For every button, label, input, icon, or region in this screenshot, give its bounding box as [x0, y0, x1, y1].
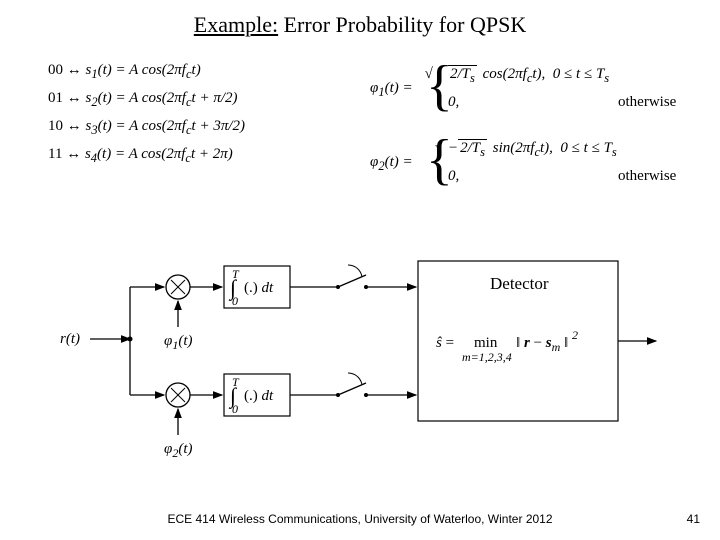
page-title: Example: Error Probability for QPSK [0, 12, 720, 38]
input-label: r(t) [60, 331, 80, 347]
phi1-label: φ1(t) [164, 333, 192, 352]
footer-text: ECE 414 Wireless Communications, Univers… [0, 512, 720, 526]
eq-s1: 00 ↔ s1(t) = A cos(2πfct) [48, 62, 245, 82]
phi2-label: φ2(t) [164, 441, 192, 460]
eq-s3: 10 ↔ s3(t) = A cos(2πfct + 3π/2) [48, 118, 245, 138]
sampler-2-arc [348, 373, 362, 385]
eq-s4: 11 ↔ s4(t) = A cos(2πfct + 2π) [48, 146, 245, 166]
correlator-diagram: r(t) φ1(t) T ∫ (.) dt 0 φ2(t) T ∫ (.) dt… [60, 255, 660, 485]
title-rest: Error Probability for QPSK [278, 12, 526, 37]
sampler-1-arc [348, 265, 362, 277]
eq-s2: 01 ↔ s2(t) = A cos(2πfct + π/2) [48, 90, 245, 110]
title-prefix: Example: [194, 12, 278, 37]
page-number: 41 [687, 512, 700, 526]
detector-title: Detector [490, 274, 549, 293]
signal-equations: 00 ↔ s1(t) = A cos(2πfct) 01 ↔ s2(t) = A… [48, 62, 245, 166]
